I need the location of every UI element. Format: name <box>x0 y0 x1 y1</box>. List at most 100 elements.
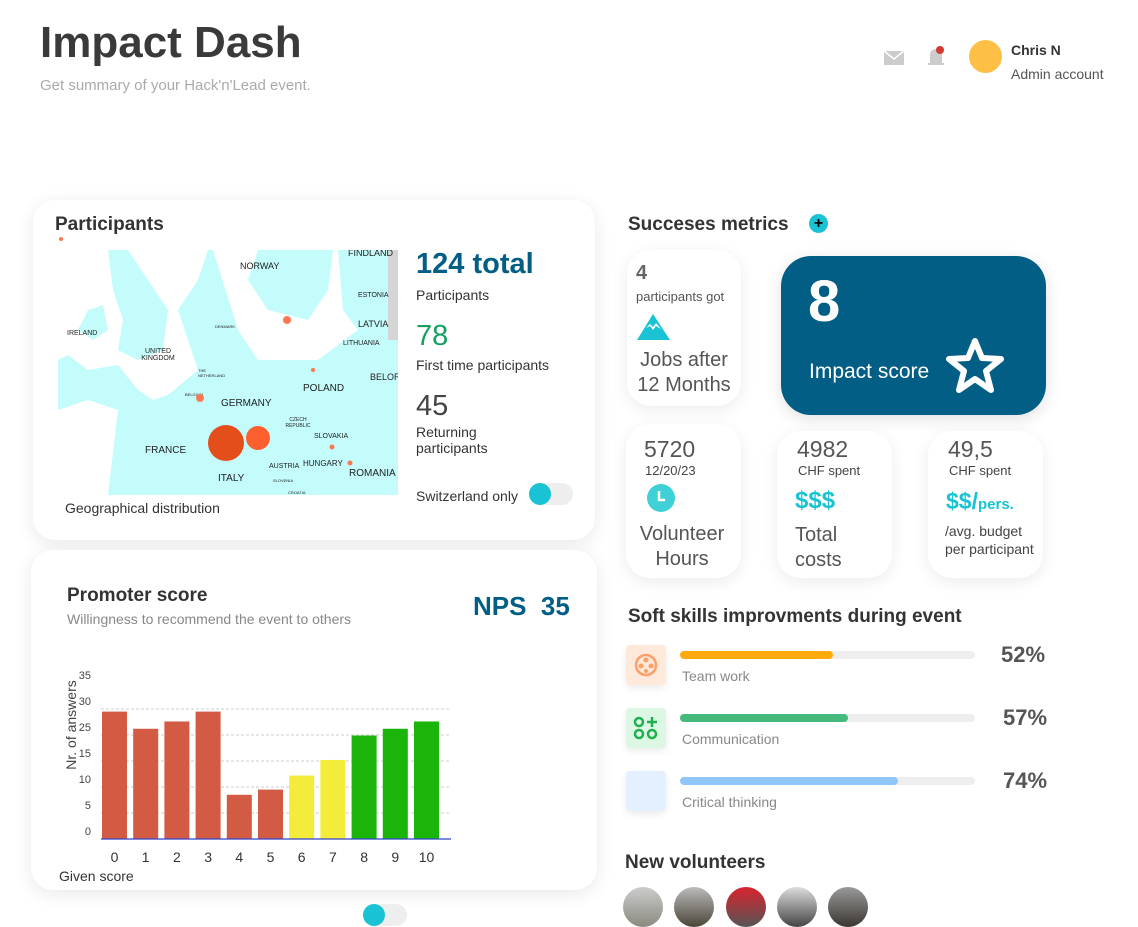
football-icon <box>634 653 658 677</box>
hours-desc-line: Volunteer <box>639 523 725 545</box>
hours-desc-line: Hours <box>655 548 709 570</box>
volunteer-avatar[interactable] <box>777 887 817 927</box>
bar-9[interactable] <box>382 728 408 839</box>
returning-label: Returning participants <box>416 424 488 456</box>
user-role: Admin account <box>1011 66 1104 82</box>
first-time-count: 78 <box>416 320 449 352</box>
x-tick-label: 5 <box>267 849 275 865</box>
x-tick-label: 0 <box>111 849 119 865</box>
map-label: IRELAND <box>67 330 98 337</box>
map-label: BELORU <box>370 372 398 382</box>
skill-percent: 52% <box>1001 642 1046 667</box>
bottom-toggle[interactable] <box>363 904 407 926</box>
skill-label: Team work <box>682 668 750 684</box>
apps-add-icon <box>633 716 658 740</box>
map-label: LATVIA <box>358 319 389 329</box>
map-label: POLAND <box>303 383 345 394</box>
map-label: THE NETHERLAND <box>198 368 226 378</box>
marker-poland <box>311 368 315 372</box>
bar-5[interactable] <box>258 789 283 839</box>
first-time-label: First time participants <box>416 357 550 373</box>
y-tick-label: 0 <box>85 826 91 838</box>
y-axis-label: Nr. of answers <box>63 680 79 770</box>
volunteer-avatar[interactable] <box>726 887 766 927</box>
returning-count: 45 <box>416 390 449 422</box>
bar-8[interactable] <box>351 735 377 839</box>
volunteer-avatar[interactable] <box>828 887 868 927</box>
bar-7[interactable] <box>320 759 346 839</box>
bar-6[interactable] <box>289 775 315 839</box>
marker-belgium <box>196 394 204 402</box>
user-name: Chris N <box>1011 42 1061 58</box>
bar-2[interactable] <box>164 721 190 839</box>
costs-desc-line: costs <box>795 549 842 571</box>
map-label: FRANCE <box>145 445 187 456</box>
avg-unit: CHF spent <box>949 463 1012 478</box>
map-label: HUNGARY <box>303 459 343 468</box>
bar-0[interactable] <box>102 711 127 839</box>
jobs-label: participants got <box>636 289 725 304</box>
skill-progress-bar <box>680 777 975 785</box>
impact-score-card: 8 Impact score <box>781 256 1046 415</box>
bar-3[interactable] <box>195 711 221 839</box>
map-label: GERMANY <box>221 398 272 409</box>
skill-progress-fill <box>680 714 849 722</box>
promoter-card: Promoter score Willingness to recommend … <box>31 550 597 890</box>
avg-symbol-main: $$/ <box>946 488 978 514</box>
map-label: ITALY <box>218 473 245 484</box>
map-label: ROMANIA <box>349 468 396 479</box>
bar-1[interactable] <box>133 728 159 839</box>
map[interactable]: FINDLAND NORWAY ESTONIA LATVIA LITHUANIA… <box>58 250 398 495</box>
participants-title: Participants <box>55 214 164 235</box>
x-tick-label: 4 <box>235 849 243 865</box>
skill-progress-bar <box>680 651 975 659</box>
costs-description: Total costs <box>795 523 842 573</box>
bar-4[interactable] <box>226 794 252 839</box>
mountain-icon <box>637 314 670 340</box>
jobs-card: 4 participants got Jobs after 12 Months <box>627 250 741 406</box>
jobs-desc-line: Jobs after <box>640 349 728 371</box>
avg-budget-card: 49,5 CHF spent $$/pers. /avg. budget per… <box>928 431 1043 578</box>
map-label: UNITED KINGDOM <box>141 348 175 362</box>
total-label: Participants <box>416 287 490 303</box>
impact-score-label: Impact score <box>809 360 930 383</box>
marker-romania <box>347 460 353 466</box>
switzerland-toggle-label: Switzerland only <box>416 488 518 504</box>
y-tick-label: 35 <box>79 670 91 682</box>
volunteer-avatar[interactable] <box>623 887 663 927</box>
costs-unit: CHF spent <box>798 463 861 478</box>
x-axis-label: Given score <box>59 868 134 884</box>
mail-icon[interactable] <box>883 50 905 66</box>
jobs-description: Jobs after 12 Months <box>627 348 741 398</box>
map-label: NORWAY <box>240 261 280 271</box>
total-participants: 124 total <box>416 248 534 280</box>
skill-label: Communication <box>682 731 780 747</box>
map-label: DENMARK <box>215 324 236 329</box>
marker-austria <box>246 426 270 450</box>
switzerland-toggle[interactable] <box>529 483 573 505</box>
x-tick-label: 3 <box>204 849 212 865</box>
map-label: AUSTRIA <box>269 463 300 470</box>
bar-10[interactable] <box>414 721 439 839</box>
x-tick-label: 8 <box>360 849 368 865</box>
map-label: CROATIA <box>288 490 306 495</box>
avg-value: 49,5 <box>948 436 993 462</box>
bell-icon[interactable] <box>926 44 948 70</box>
map-caption: Geographical distribution <box>65 500 220 516</box>
volunteer-avatar[interactable] <box>674 887 714 927</box>
skill-progress-fill <box>680 651 834 659</box>
map-label: ESTONIA <box>358 292 389 299</box>
y-tick-label: 5 <box>85 800 91 812</box>
participant-markers <box>196 316 353 466</box>
avatar[interactable] <box>969 40 1002 73</box>
total-costs-card: 4982 CHF spent $$$ Total costs <box>777 431 892 578</box>
skill-label: Critical thinking <box>682 794 777 810</box>
star-icon <box>946 338 1004 393</box>
x-tick-label: 1 <box>142 849 150 865</box>
skill-icon-box <box>626 645 666 685</box>
sea-shapes <box>58 250 398 495</box>
add-metric-button[interactable]: + <box>809 214 828 233</box>
page-subtitle: Get summary of your Hack'n'Lead event. <box>40 77 311 94</box>
skill-progress-bar <box>680 714 975 722</box>
nps-score: NPS 35 <box>473 591 570 622</box>
